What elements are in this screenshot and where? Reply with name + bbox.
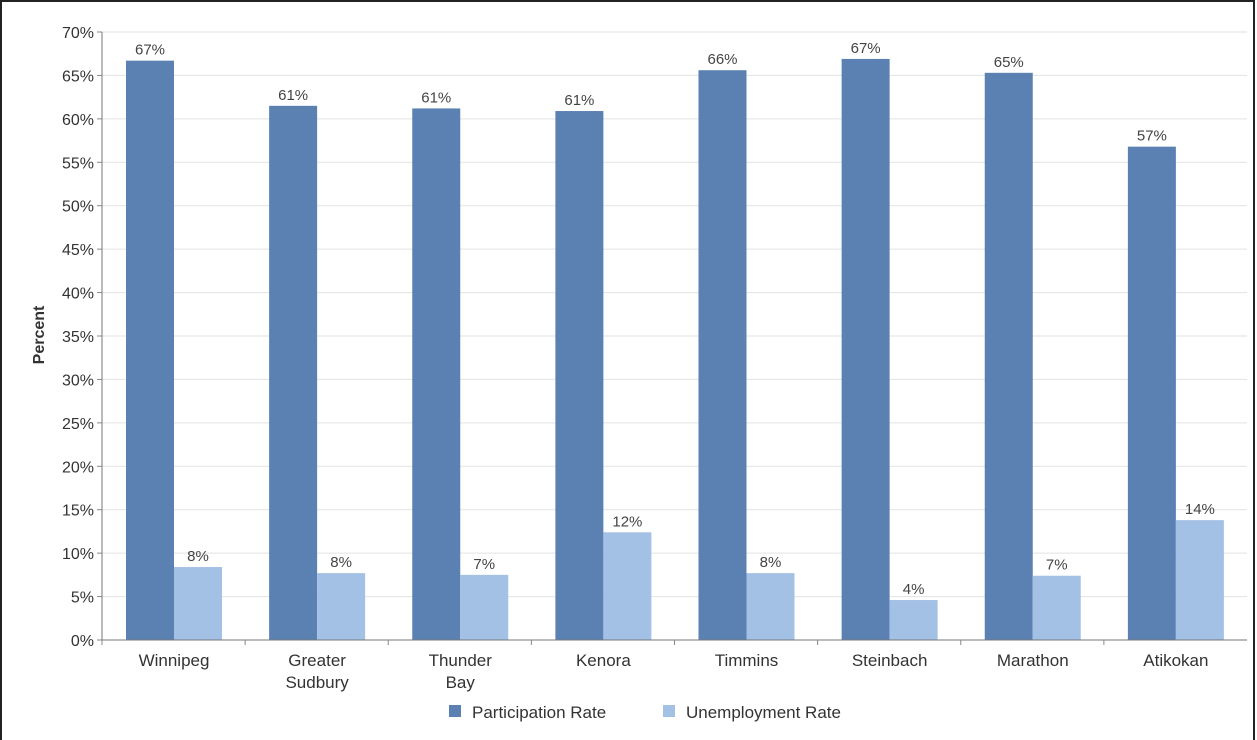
bar-unemployment-2 [460, 574, 509, 640]
bar-value-label: 61% [278, 87, 308, 104]
legend-label: Unemployment Rate [686, 703, 841, 722]
bar-participation-7 [1127, 146, 1176, 640]
category-label: Winnipeg [139, 651, 210, 670]
bar-value-label: 65% [994, 54, 1024, 71]
y-tick-label: 25% [62, 416, 94, 433]
bar-participation-4 [698, 70, 747, 640]
bar-value-label: 7% [473, 556, 495, 573]
y-tick-label: 5% [71, 590, 94, 607]
legend-swatch [449, 705, 461, 717]
category-label: Steinbach [852, 651, 928, 670]
y-tick-label: 35% [62, 329, 94, 346]
bar-value-label: 66% [707, 51, 737, 68]
bar-unemployment-0 [174, 567, 222, 640]
legend-label: Participation Rate [472, 703, 606, 722]
bar-unemployment-4 [746, 573, 795, 640]
bar-value-label: 61% [564, 92, 594, 109]
category-label: Sudbury [285, 673, 349, 692]
bar-participation-3 [555, 111, 604, 641]
legend: Participation Rate Unemployment Rate [449, 703, 841, 722]
bar-value-label: 61% [421, 89, 451, 106]
category-label: Marathon [997, 651, 1069, 670]
y-tick-label: 0% [71, 633, 94, 650]
bar-value-label: 67% [135, 42, 165, 59]
y-tick-label: 60% [62, 112, 94, 129]
bar-unemployment-1 [317, 573, 366, 640]
category-label: Timmins [715, 651, 779, 670]
bar-value-label: 7% [1046, 557, 1068, 574]
y-axis-ticks: 0% 5% 10% 15% 20% 25% 30% 35% 40% 45% 50% 55% 60% 65%… [62, 25, 102, 650]
bar-participation-0 [126, 60, 174, 641]
bar-participation-5 [841, 58, 890, 640]
y-tick-label: 70% [62, 25, 94, 42]
y-tick-label: 40% [62, 286, 94, 303]
y-tick-label: 10% [62, 546, 94, 563]
bar-participation-1 [269, 105, 318, 641]
bar-participation-2 [412, 108, 461, 641]
y-tick-label: 45% [62, 242, 94, 259]
bar-value-labels: 67% 61% 61% 61% 66% 67% 65% 57% 8% 8% 7% 12% 8% 4% 7% 1… [135, 40, 1215, 598]
category-label: Greater [288, 651, 346, 670]
y-tick-label: 20% [62, 459, 94, 476]
bar-value-label: 12% [612, 513, 642, 530]
bar-unemployment-7 [1175, 520, 1224, 640]
category-label: Kenora [576, 651, 631, 670]
bar-value-label: 57% [1137, 128, 1167, 145]
y-axis-label: Percent [31, 305, 48, 364]
category-label: Thunder [429, 651, 493, 670]
y-tick-label: 30% [62, 372, 94, 389]
bar-unemployment-3 [603, 532, 652, 640]
bar-unemployment-6 [1032, 575, 1081, 640]
bar-value-label: 14% [1185, 501, 1215, 518]
y-tick-label: 55% [62, 155, 94, 172]
bars [126, 58, 1224, 641]
bar-value-label: 67% [851, 40, 881, 57]
y-tick-label: 15% [62, 503, 94, 520]
bar-value-label: 8% [187, 548, 209, 565]
bar-value-label: 8% [330, 554, 352, 571]
y-tick-label: 50% [62, 199, 94, 216]
bar-value-label: 4% [903, 581, 925, 598]
bar-unemployment-5 [889, 600, 938, 640]
y-tick-label: 65% [62, 68, 94, 85]
category-label: Bay [446, 673, 476, 692]
category-label: Atikokan [1143, 651, 1208, 670]
bar-value-label: 8% [760, 554, 782, 571]
x-axis-categories: Winnipeg Greater Sudbury Thunder Bay Kenora Ti… [101, 640, 1208, 692]
legend-swatch [663, 705, 675, 717]
bar-participation-6 [984, 72, 1033, 640]
